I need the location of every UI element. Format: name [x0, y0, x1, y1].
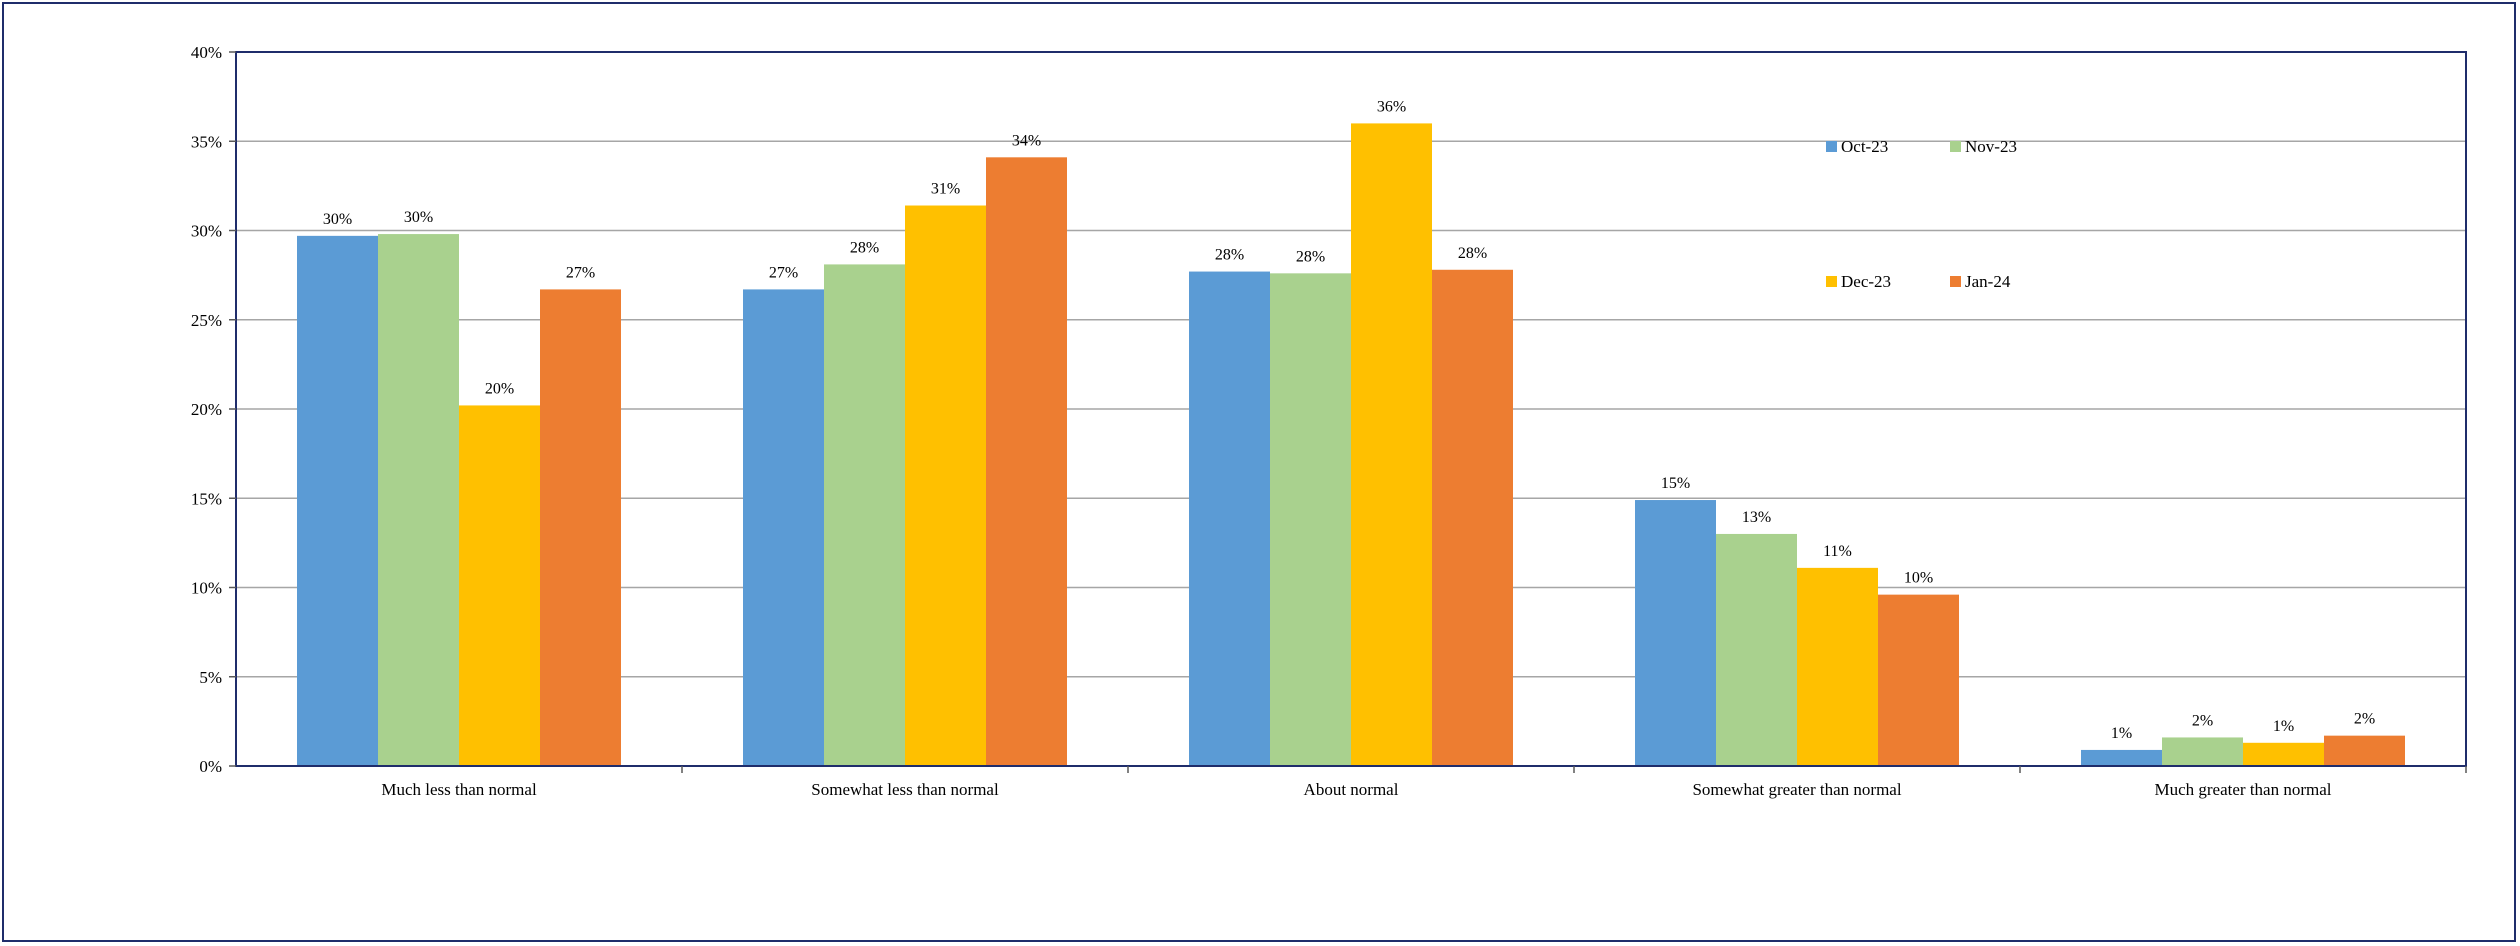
data-labels: 30% 30% 20% 27% 27% 28% 31% 34% 28% 28% 36% 28% 15% 1… [323, 98, 2375, 742]
data-label: 27% [769, 264, 798, 281]
x-category-label: Much less than normal [381, 780, 537, 799]
data-label: 28% [1296, 248, 1325, 265]
legend: Oct-23 Nov-23 Dec-23 Jan-24 [1826, 137, 2017, 291]
bar-oct-23 [1189, 271, 1270, 766]
bar-dec-23 [1351, 123, 1432, 766]
x-category-label: About normal [1304, 780, 1399, 799]
y-tick-label: 40% [191, 43, 222, 62]
y-tick-label: 35% [191, 132, 222, 151]
bars [297, 123, 2405, 767]
bar-nov-23 [824, 264, 905, 766]
data-label: 30% [404, 209, 433, 226]
legend-label: Nov-23 [1965, 137, 2017, 156]
data-label: 36% [1377, 98, 1406, 115]
data-label: 1% [2111, 725, 2132, 742]
data-label: 28% [1215, 247, 1244, 264]
y-tick-label: 10% [191, 579, 222, 598]
legend-label: Jan-24 [1965, 272, 2011, 291]
data-label: 13% [1742, 509, 1771, 526]
bar-nov-23 [378, 234, 459, 766]
data-label: 10% [1904, 570, 1933, 587]
bar-oct-23 [2081, 749, 2162, 766]
data-label: 11% [1823, 543, 1852, 560]
data-label: 20% [485, 380, 514, 397]
y-tick-label: 20% [191, 400, 222, 419]
x-axis: Much less than normal Somewhat less than … [381, 766, 2467, 799]
bar-dec-23 [905, 205, 986, 766]
data-label: 34% [1012, 132, 1041, 149]
x-category-label: Somewhat greater than normal [1692, 780, 1901, 799]
y-tick-label: 30% [191, 222, 222, 241]
bar-oct-23 [743, 289, 824, 766]
bar-jan-24 [2324, 735, 2405, 766]
bar-dec-23 [459, 405, 540, 766]
legend-swatch [1826, 276, 1837, 287]
bar-jan-24 [540, 289, 621, 766]
bar-jan-24 [1432, 269, 1513, 766]
y-tick-label: 15% [191, 489, 222, 508]
legend-swatch [1950, 276, 1961, 287]
y-tick-label: 25% [191, 311, 222, 330]
bar-dec-23 [2243, 742, 2324, 766]
data-label: 31% [931, 181, 960, 198]
legend-label: Oct-23 [1841, 137, 1888, 156]
legend-swatch [1826, 141, 1837, 152]
bar-jan-24 [1878, 594, 1959, 766]
data-label: 27% [566, 264, 595, 281]
data-label: 28% [1458, 245, 1487, 262]
bar-nov-23 [2162, 737, 2243, 766]
bar-nov-23 [1270, 273, 1351, 766]
bar-jan-24 [986, 157, 1067, 766]
legend-label: Dec-23 [1841, 272, 1891, 291]
data-label: 2% [2354, 711, 2375, 728]
y-tick-label: 5% [199, 668, 222, 687]
data-label: 2% [2192, 712, 2213, 729]
bar-oct-23 [297, 235, 378, 767]
bar-chart: 0% 5% 10% 15% 20% 25% 30% 35% 40% Much less than… [191, 43, 2467, 799]
y-axis: 0% 5% 10% 15% 20% 25% 30% 35% 40% [191, 43, 236, 776]
x-category-label: Much greater than normal [2154, 780, 2331, 799]
data-label: 30% [323, 211, 352, 228]
bar-dec-23 [1797, 567, 1878, 766]
bar-oct-23 [1635, 500, 1716, 766]
bar-nov-23 [1716, 533, 1797, 766]
x-category-label: Somewhat less than normal [811, 780, 999, 799]
legend-swatch [1950, 141, 1961, 152]
data-label: 28% [850, 239, 879, 256]
y-tick-label: 0% [199, 757, 222, 776]
data-label: 15% [1661, 475, 1690, 492]
data-label: 1% [2273, 718, 2294, 735]
